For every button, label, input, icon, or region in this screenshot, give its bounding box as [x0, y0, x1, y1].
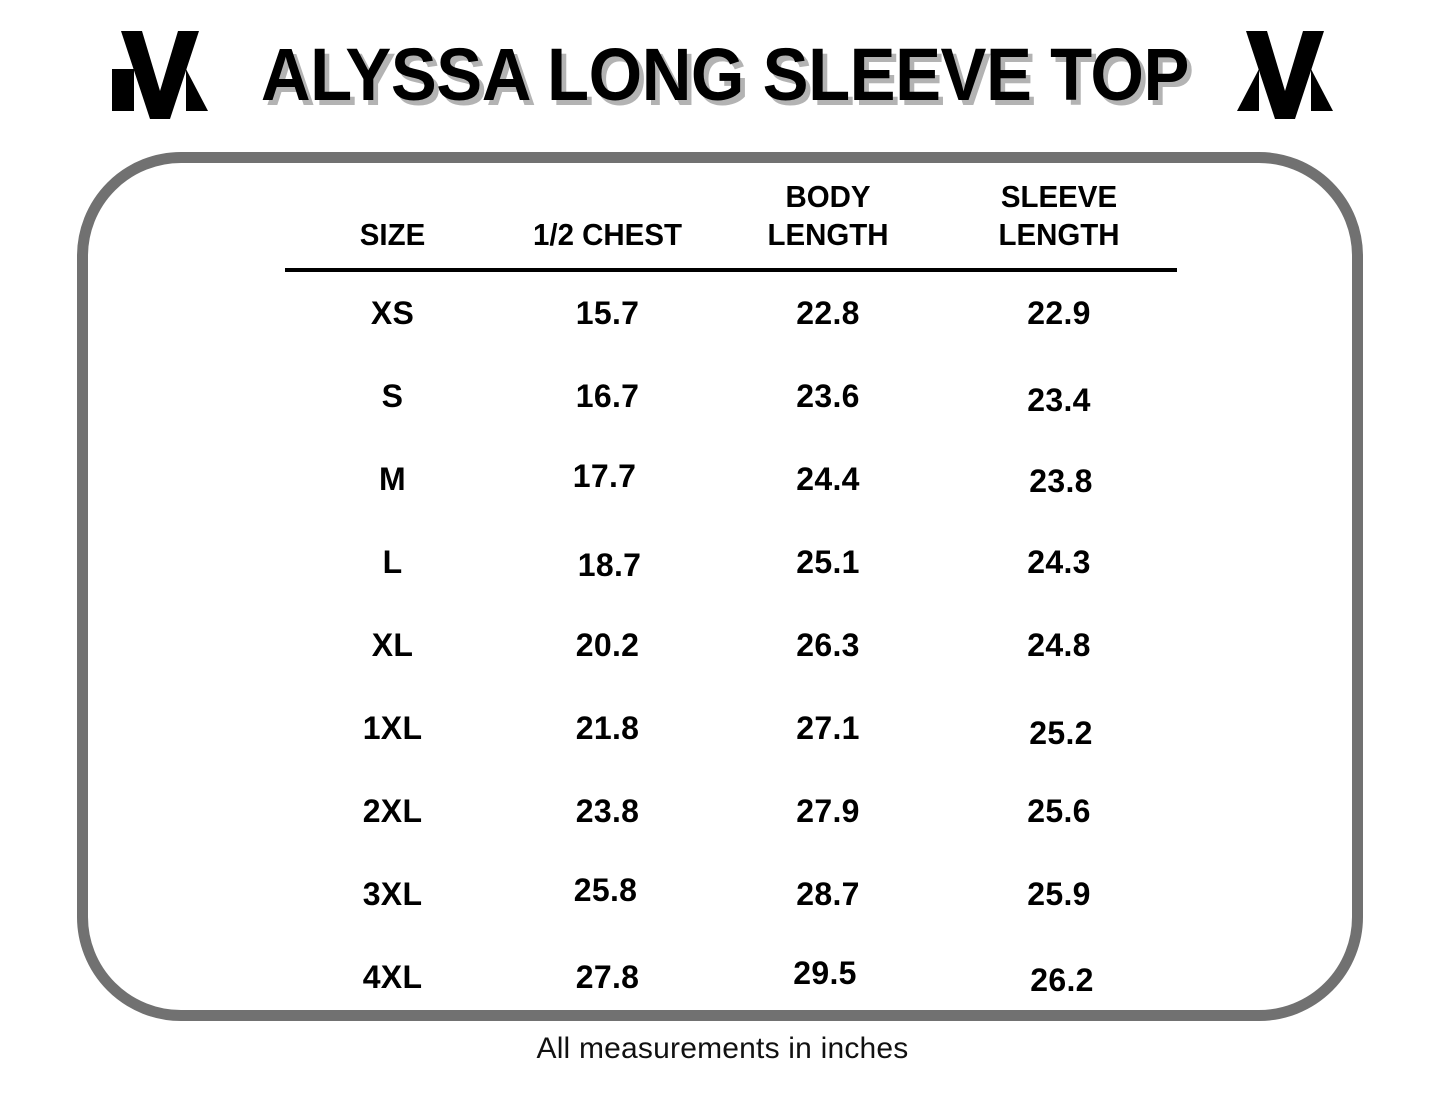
cell-body-length: 22.8 — [796, 295, 860, 331]
cell-half-chest: 15.7 — [575, 295, 640, 331]
cell-sleeve-length: 24.3 — [1027, 544, 1091, 580]
cell-half-chest: 27.8 — [575, 959, 640, 995]
cell-half-chest: 21.8 — [575, 710, 640, 746]
size-chart-table: SIZE 1/2 CHEST BODY LENGTH SLEEVE LENGTH… — [285, 176, 1177, 1019]
cell-size: 4XL — [362, 959, 423, 995]
table-row: S 16.7 23.6 23.4 — [285, 355, 1177, 438]
column-header-size: SIZE — [290, 176, 495, 272]
table-row: XL 20.2 26.3 24.8 — [285, 604, 1177, 687]
cell-body-length: 27.9 — [796, 793, 860, 829]
cell-body-length: 26.3 — [796, 627, 860, 663]
cell-sleeve-length: 24.8 — [1027, 627, 1091, 663]
header-inner: ALYSSA LONG SLEEVE TOP — [0, 29, 1445, 121]
page-header: ALYSSA LONG SLEEVE TOP — [0, 0, 1445, 150]
table-row: M 17.7 24.4 23.8 — [285, 438, 1177, 521]
cell-body-length: 23.6 — [796, 378, 860, 414]
table-body: XS 15.7 22.8 22.9 S 16.7 23.6 23.4 M 17.… — [285, 270, 1177, 1019]
brand-logo-chevron-icon — [111, 31, 208, 119]
cell-half-chest: 17.7 — [572, 458, 637, 494]
cell-sleeve-length: 25.6 — [1027, 793, 1091, 829]
measurement-units-note: All measurements in inches — [536, 1032, 909, 1065]
cell-sleeve-length: 22.9 — [1027, 295, 1091, 331]
cell-size: XS — [370, 295, 415, 331]
cell-sleeve-length: 23.8 — [1029, 463, 1093, 499]
size-chart-frame — [77, 152, 1363, 1021]
cell-body-length: 27.1 — [796, 710, 860, 746]
brand-logo-chevron-icon — [1237, 31, 1334, 119]
cell-size: L — [382, 544, 403, 580]
column-header-sleeve-length: SLEEVE LENGTH — [946, 176, 1172, 272]
table-row: 3XL 25.8 28.7 25.9 — [285, 853, 1177, 936]
cell-body-length: 24.4 — [796, 461, 860, 497]
table-header: SIZE 1/2 CHEST BODY LENGTH SLEEVE LENGTH — [285, 176, 1177, 272]
cell-half-chest: 20.2 — [575, 627, 640, 663]
cell-half-chest: 18.7 — [577, 547, 642, 583]
cell-sleeve-length: 25.2 — [1029, 715, 1093, 751]
cell-size: XL — [371, 627, 414, 663]
table-row: XS 15.7 22.8 22.9 — [285, 270, 1177, 355]
cell-size: M — [379, 461, 406, 497]
cell-size: S — [381, 378, 404, 414]
cell-size: 2XL — [362, 793, 423, 829]
cell-half-chest: 16.7 — [575, 378, 640, 414]
table-row: 4XL 27.8 29.5 26.2 — [285, 936, 1177, 1019]
cell-half-chest: 23.8 — [575, 793, 640, 829]
column-header-body-length: BODY LENGTH — [720, 176, 936, 272]
cell-sleeve-length: 23.4 — [1027, 382, 1091, 418]
table-header-row: SIZE 1/2 CHEST BODY LENGTH SLEEVE LENGTH — [285, 176, 1177, 272]
table-row: 2XL 23.8 27.9 25.6 — [285, 770, 1177, 853]
table-row: 1XL 21.8 27.1 25.2 — [285, 687, 1177, 770]
cell-body-length: 25.1 — [796, 544, 860, 580]
cell-size: 3XL — [362, 876, 423, 912]
cell-body-length: 29.5 — [793, 955, 857, 991]
table-row: L 18.7 25.1 24.3 — [285, 521, 1177, 604]
column-header-half-chest: 1/2 CHEST — [505, 176, 710, 272]
cell-sleeve-length: 25.9 — [1027, 876, 1091, 912]
cell-body-length: 28.7 — [796, 876, 860, 912]
cell-sleeve-length: 26.2 — [1030, 962, 1094, 998]
size-table-container: SIZE 1/2 CHEST BODY LENGTH SLEEVE LENGTH… — [285, 176, 1177, 998]
page-title: ALYSSA LONG SLEEVE TOP — [260, 33, 1189, 116]
cell-half-chest: 25.8 — [573, 872, 638, 908]
cell-size: 1XL — [362, 710, 423, 746]
